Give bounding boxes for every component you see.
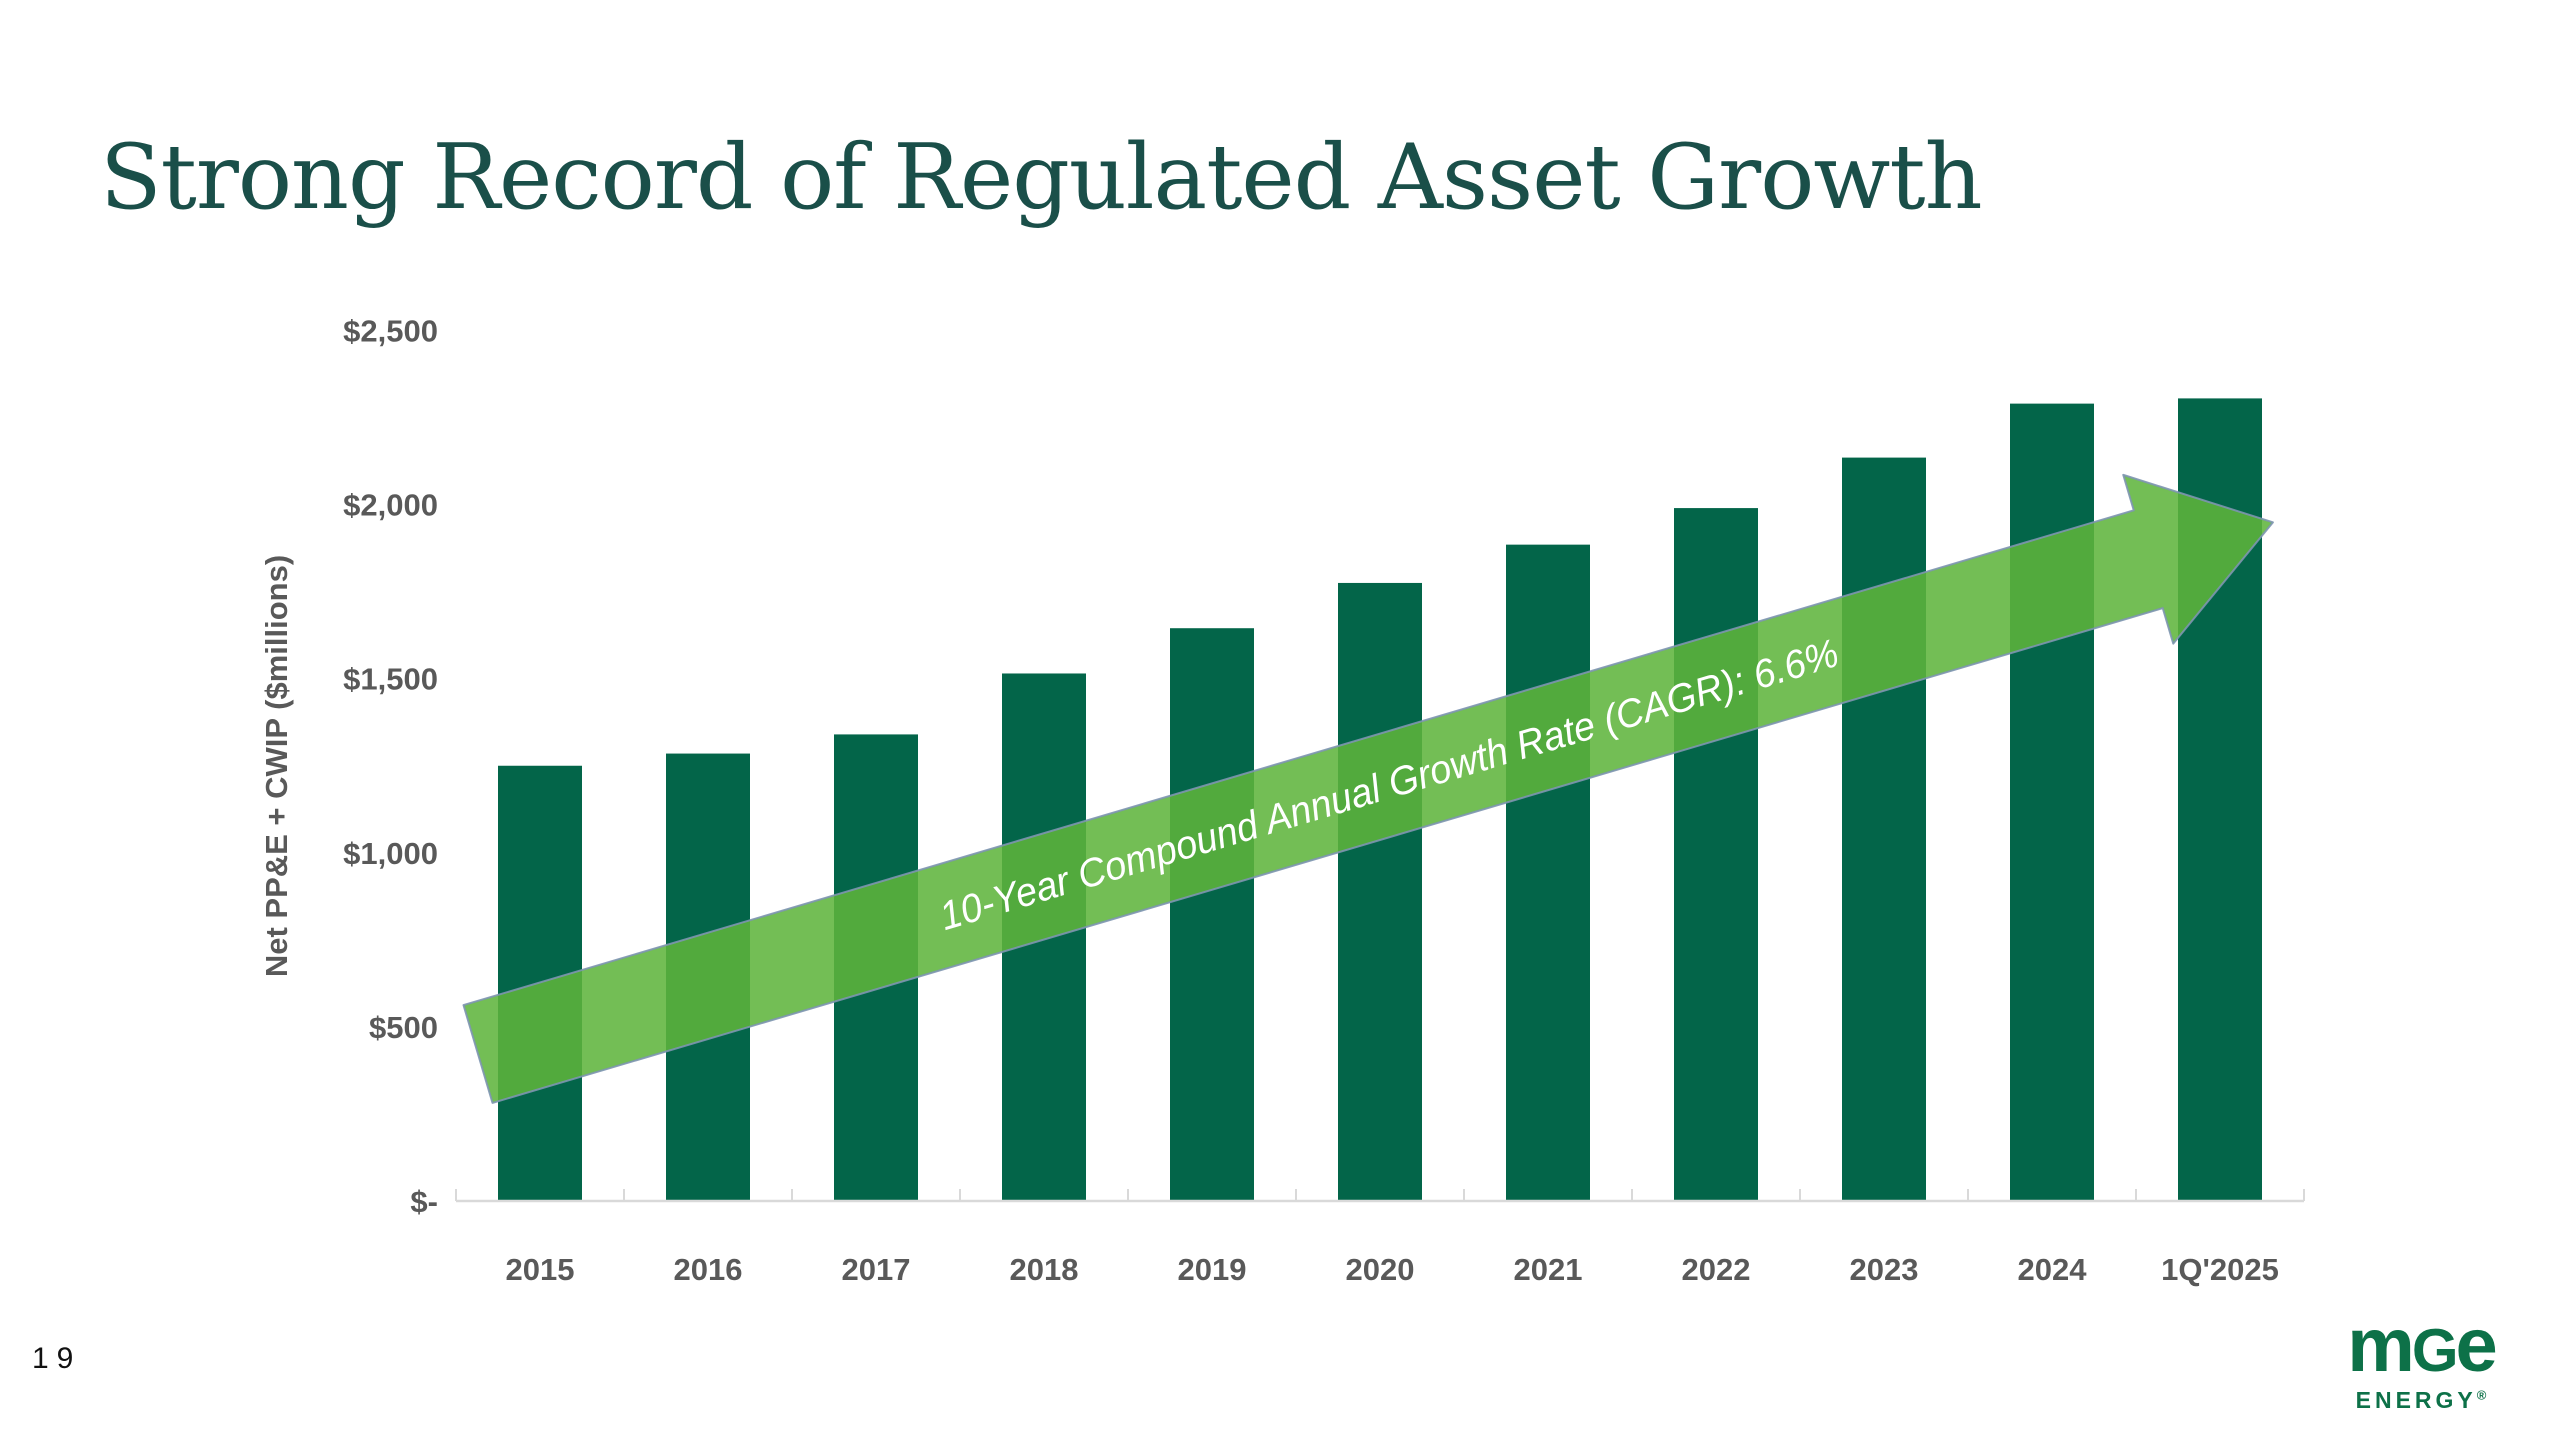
x-tick-label: 2022 xyxy=(1682,1252,1751,1287)
x-tick-label: 2015 xyxy=(506,1252,575,1287)
x-tick-label: 2016 xyxy=(674,1252,743,1287)
y-axis-title: Net PP&E + CWIP ($millions) xyxy=(259,555,294,977)
bar-2020 xyxy=(1338,582,1422,1201)
x-tick-label: 2020 xyxy=(1346,1252,1415,1287)
y-tick-label: $500 xyxy=(369,1010,438,1045)
bar-2022 xyxy=(1674,508,1758,1201)
registered-mark: ® xyxy=(2476,1387,2487,1403)
logo-wordmark: mGe xyxy=(2336,1308,2506,1384)
logo-energy-text: ENERGY® xyxy=(2355,1387,2487,1413)
x-tick-label: 2021 xyxy=(1514,1252,1583,1287)
x-axis-tick-marks xyxy=(455,1189,2305,1201)
y-tick-label: $1,500 xyxy=(343,662,438,697)
cagr-arrow-shape xyxy=(462,473,2274,1104)
logo-letter-e: e xyxy=(2455,1303,2497,1388)
x-tick-label: 2023 xyxy=(1850,1252,1919,1287)
y-tick-label: $- xyxy=(410,1184,438,1219)
logo-letter-m: m xyxy=(2347,1303,2415,1388)
page-number: 19 xyxy=(32,1342,82,1375)
bar-2019 xyxy=(1170,628,1254,1201)
logo-letter-g: G xyxy=(2411,1317,2459,1384)
bar-2023 xyxy=(1842,457,1926,1201)
x-tick-label: 2017 xyxy=(842,1252,911,1287)
bar-2024 xyxy=(2010,403,2094,1201)
x-tick-label: 2018 xyxy=(1010,1252,1079,1287)
bar-2021 xyxy=(1506,544,1590,1201)
x-tick-label: 1Q'2025 xyxy=(2161,1252,2279,1287)
y-tick-label: $2,000 xyxy=(343,488,438,523)
y-tick-label: $2,500 xyxy=(343,314,438,349)
y-axis-tick-labels: $- $500 $1,000 $1,500 $2,000 $2,500 xyxy=(343,314,438,1220)
slide-title: Strong Record of Regulated Asset Growth xyxy=(100,125,1983,230)
x-tick-label: 2024 xyxy=(2018,1252,2088,1287)
y-tick-label: $1,000 xyxy=(343,836,438,871)
x-axis-category-labels: 2015 2016 2017 2018 2019 2020 2021 2022 2023 2024… xyxy=(506,1252,2279,1287)
mge-energy-logo: mGe ENERGY® xyxy=(2336,1308,2506,1414)
x-tick-label: 2019 xyxy=(1178,1252,1247,1287)
